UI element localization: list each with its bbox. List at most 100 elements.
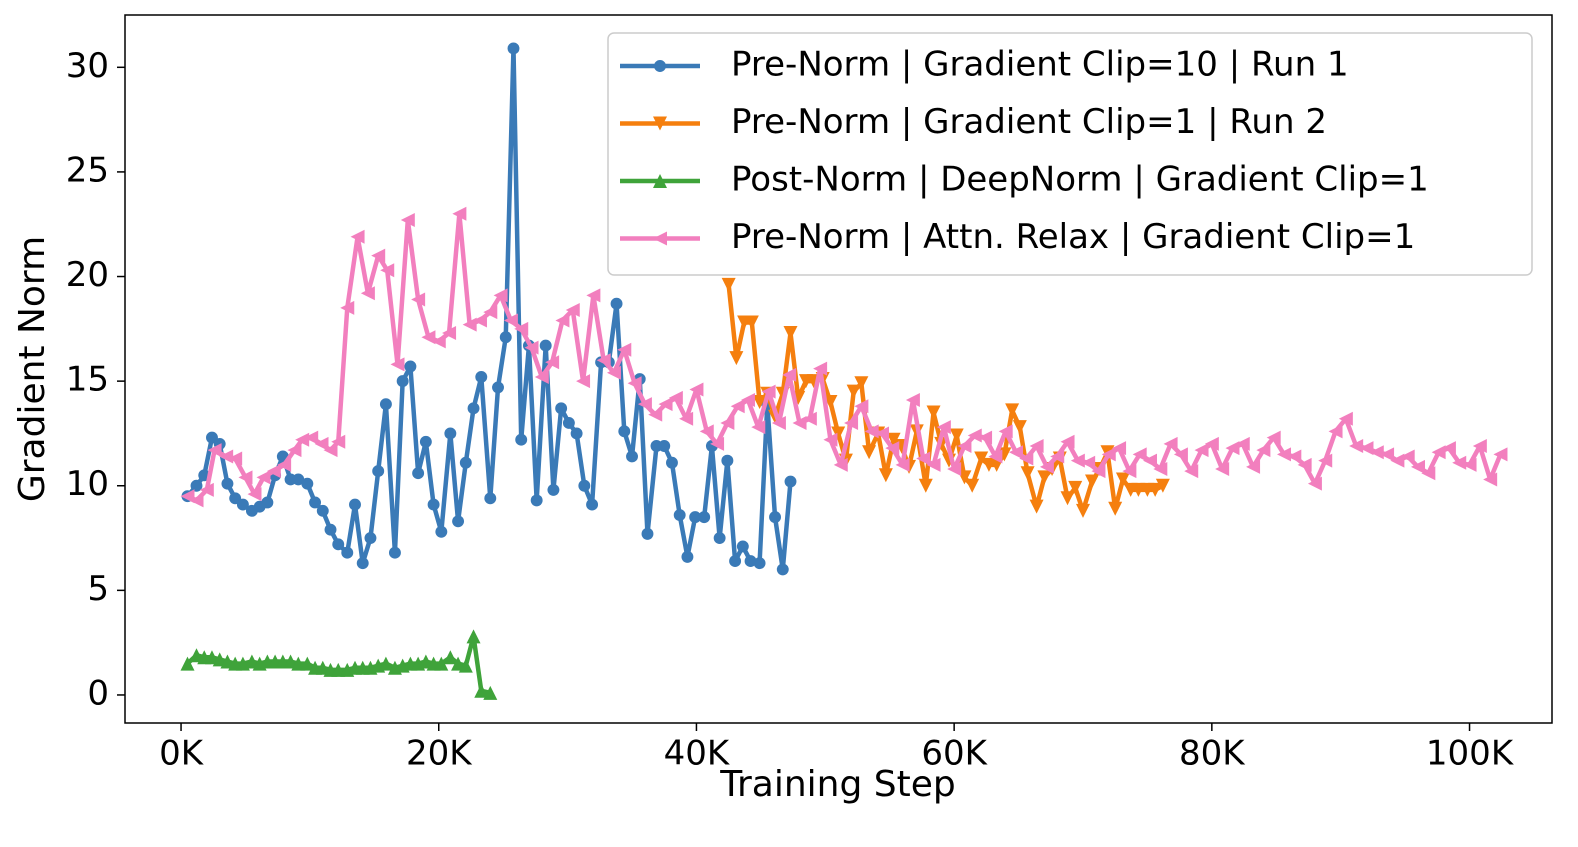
marker (287, 443, 302, 458)
legend-label: Pre-Norm | Gradient Clip=10 | Run 1 (731, 45, 1349, 85)
marker (256, 470, 271, 485)
marker (783, 326, 798, 341)
marker (238, 470, 253, 485)
marker (1380, 447, 1395, 462)
marker (459, 456, 472, 469)
marker (356, 557, 369, 570)
marker (419, 435, 432, 448)
marker (895, 457, 910, 472)
marker (1287, 449, 1302, 464)
marker (771, 415, 786, 430)
x-tick-label: 100K (1426, 734, 1515, 774)
marker (503, 313, 518, 328)
marker (1115, 472, 1130, 487)
marker (421, 330, 436, 345)
marker (247, 487, 262, 502)
marker (610, 297, 623, 310)
marker (878, 468, 893, 483)
marker (570, 427, 583, 440)
marker (586, 498, 599, 511)
marker (1441, 441, 1456, 456)
marker (379, 398, 392, 411)
marker (1184, 464, 1199, 479)
marker (1452, 455, 1467, 470)
marker (1318, 453, 1333, 468)
marker (364, 532, 377, 544)
marker (295, 432, 310, 447)
marker (180, 656, 195, 671)
marker (228, 451, 243, 466)
marker (212, 652, 227, 667)
marker (978, 430, 993, 445)
marker (1204, 436, 1219, 451)
marker (360, 286, 375, 301)
marker (833, 457, 848, 472)
marker (467, 402, 480, 415)
marker (331, 434, 346, 449)
marker (452, 206, 467, 221)
marker (1390, 453, 1405, 468)
marker (466, 629, 481, 644)
marker (309, 496, 322, 509)
marker (1029, 499, 1044, 514)
marker (1153, 462, 1168, 477)
marker (1472, 438, 1487, 453)
marker (515, 433, 528, 446)
marker (1122, 464, 1137, 479)
marker (332, 538, 345, 551)
marker (1075, 503, 1090, 518)
marker (304, 430, 319, 445)
marker (277, 457, 292, 472)
marker (190, 479, 203, 492)
y-tick-label: 15 (66, 360, 109, 400)
marker (350, 229, 365, 244)
marker (507, 42, 520, 55)
marker (483, 685, 498, 700)
legend-label: Pre-Norm | Gradient Clip=1 | Run 2 (731, 102, 1327, 142)
marker (524, 340, 539, 355)
marker (199, 482, 214, 497)
marker (244, 654, 259, 669)
marker (864, 424, 879, 439)
marker (492, 381, 504, 394)
marker (618, 425, 631, 438)
marker (1410, 459, 1425, 474)
marker (1256, 443, 1271, 458)
marker (400, 213, 415, 228)
marker (1012, 420, 1027, 435)
marker (300, 656, 315, 671)
marker (390, 357, 405, 372)
marker (1060, 491, 1075, 506)
marker (626, 450, 638, 463)
marker (204, 650, 219, 665)
marker (341, 546, 354, 559)
marker (710, 436, 725, 451)
marker (301, 477, 314, 490)
marker (823, 432, 838, 447)
marker (1060, 434, 1075, 449)
marker (1349, 438, 1364, 453)
marker (885, 441, 900, 456)
marker (451, 656, 466, 671)
marker (586, 288, 601, 303)
y-axis-label: Gradient Norm (12, 236, 53, 502)
x-tick-label: 20K (406, 734, 473, 774)
marker (1483, 472, 1498, 487)
series (180, 206, 1508, 508)
marker (1101, 447, 1116, 462)
y-tick-label: 0 (87, 673, 109, 713)
series (180, 629, 498, 700)
marker (475, 371, 488, 383)
marker (1338, 411, 1353, 426)
marker (291, 656, 306, 671)
marker (1369, 445, 1384, 460)
marker (1276, 447, 1291, 462)
marker (1112, 441, 1127, 456)
marker (1008, 445, 1023, 460)
marker (998, 424, 1013, 439)
marker (314, 436, 329, 451)
marker (776, 563, 789, 576)
marker (372, 465, 385, 478)
marker (729, 555, 742, 568)
